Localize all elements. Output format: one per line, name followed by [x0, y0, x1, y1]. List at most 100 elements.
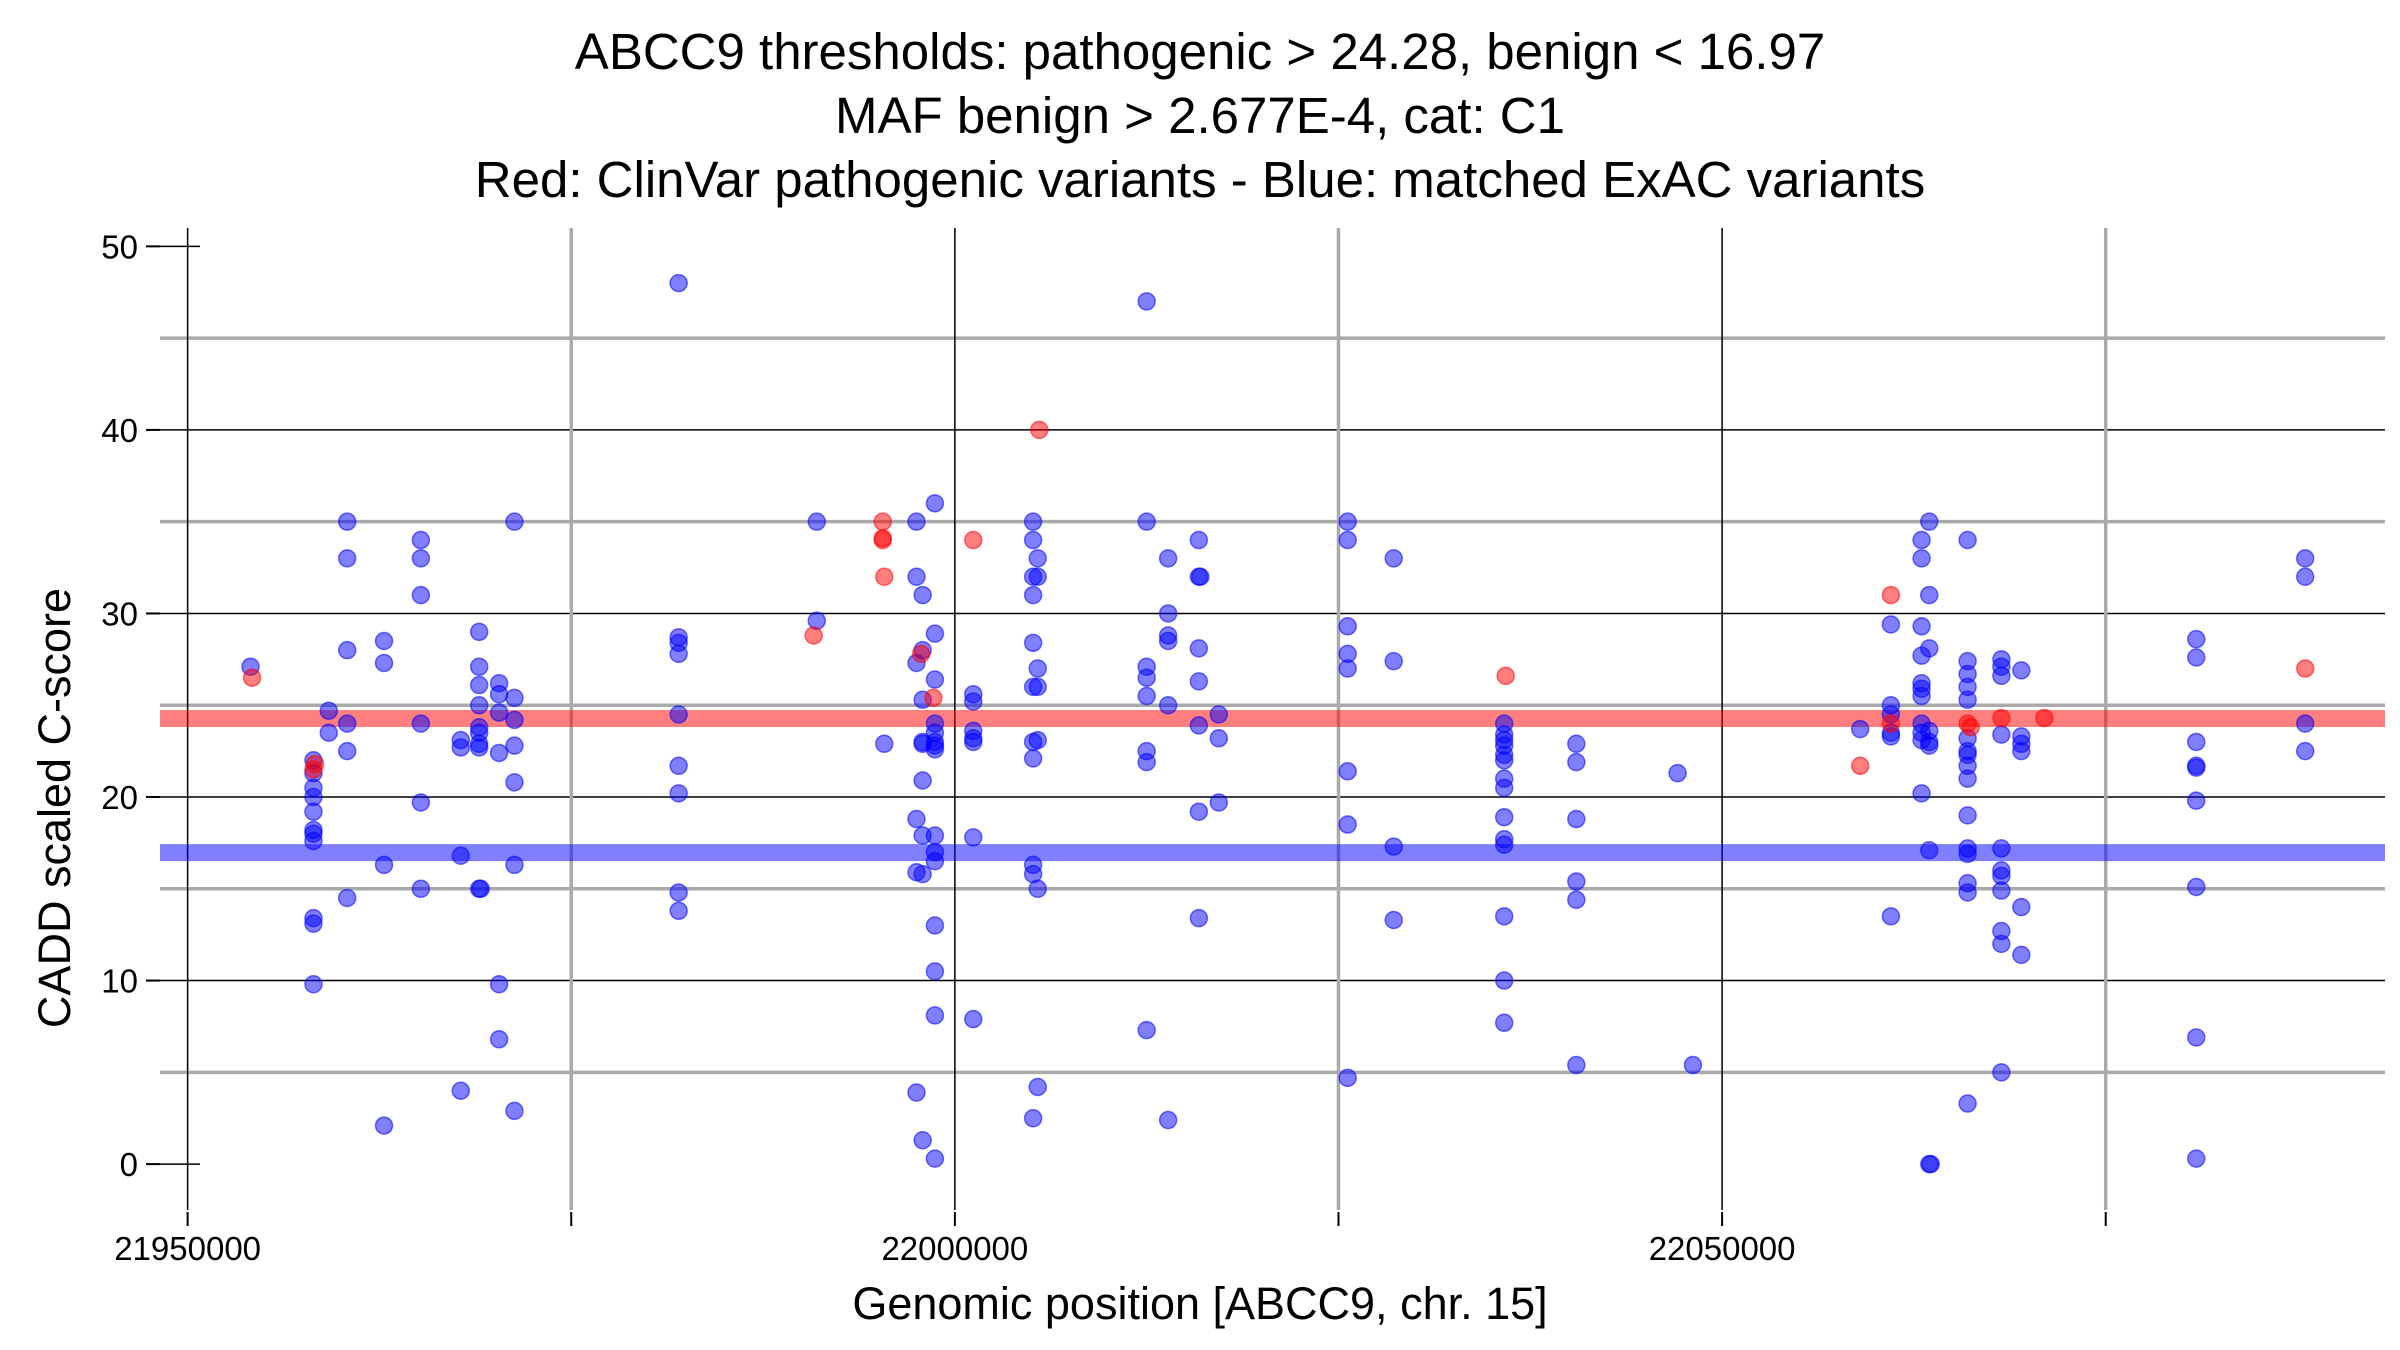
exac-point [925, 852, 945, 871]
exac-point [2187, 1149, 2206, 1168]
exac-point [1137, 512, 1156, 531]
exac-point [411, 879, 431, 899]
clinvar-point [305, 754, 325, 774]
exac-point [1209, 705, 1229, 724]
exac-point [925, 962, 945, 981]
clinvar-point [804, 626, 823, 645]
exac-point [1384, 910, 1403, 930]
exac-point [469, 675, 489, 695]
exac-point [2012, 945, 2031, 965]
exac-point [337, 741, 357, 761]
exac-point [1338, 512, 1357, 531]
exac-point [489, 743, 509, 763]
exac-point [1023, 749, 1043, 768]
exac-point [1384, 549, 1403, 568]
exac-point [964, 732, 983, 752]
exac-point [669, 273, 688, 293]
exac-point [1494, 778, 1514, 798]
exac-point [1384, 651, 1403, 671]
exac-point [1881, 907, 1901, 926]
exac-point [913, 864, 932, 884]
exac-point [1958, 530, 1977, 550]
exac-point [669, 705, 688, 724]
exac-point [337, 549, 357, 568]
x-tick-label: 22050000 [1649, 1230, 1796, 1267]
exac-point [1384, 837, 1403, 856]
exac-point [1028, 677, 1047, 697]
exac-point [469, 622, 489, 642]
exac-point [1189, 672, 1209, 691]
y-tick-label: 10 [101, 963, 138, 1000]
exac-point [1158, 695, 1178, 715]
exac-point [669, 901, 688, 921]
y-tick-label: 0 [120, 1146, 138, 1183]
exac-point [451, 846, 471, 865]
exac-point [2187, 732, 2206, 752]
exac-point [304, 914, 323, 933]
exac-point [2187, 1028, 2206, 1047]
exac-point [1158, 1110, 1178, 1130]
exac-point [337, 714, 357, 733]
exac-point [1912, 617, 1931, 636]
exac-point [1137, 668, 1156, 687]
exac-point [505, 710, 524, 730]
exac-point [1023, 512, 1043, 531]
exac-point [1338, 1068, 1357, 1088]
exac-point [925, 740, 945, 759]
exac-point [1023, 633, 1043, 653]
clinvar-point [911, 644, 931, 664]
exac-point [1567, 809, 1586, 829]
exac-point [1494, 807, 1514, 827]
exac-point [1023, 585, 1043, 605]
clinvar-point [1961, 718, 1980, 737]
exac-point [304, 802, 323, 821]
exac-point [1958, 806, 1977, 825]
exac-point [1158, 631, 1178, 651]
exac-point [2295, 567, 2315, 586]
x-tick-label: 22000000 [881, 1230, 1028, 1267]
exac-point [964, 1009, 983, 1029]
exac-point [469, 657, 489, 676]
exac-point [1958, 769, 1977, 788]
exac-point [337, 640, 357, 660]
y-tick-label: 50 [101, 228, 138, 265]
clinvar-point [924, 688, 943, 708]
exac-point [1921, 1154, 1941, 1174]
exac-point [907, 1083, 926, 1102]
exac-point [1668, 763, 1687, 783]
exac-point [411, 530, 431, 550]
exac-point [1920, 736, 1939, 755]
exac-point [337, 888, 357, 908]
exac-point [1958, 883, 1977, 902]
exac-point [1338, 659, 1357, 678]
exac-point [964, 692, 983, 711]
exac-point [374, 631, 394, 651]
exac-point [907, 809, 926, 829]
exac-point [374, 855, 394, 875]
clinvar-point [2035, 708, 2054, 728]
exac-point [1189, 530, 1209, 550]
exac-point [1338, 530, 1357, 550]
exac-point [925, 916, 945, 935]
exac-point [411, 549, 431, 568]
y-tick-label: 20 [101, 779, 138, 816]
exac-point [925, 494, 945, 513]
exac-point [1137, 752, 1156, 772]
exac-point [1920, 512, 1939, 531]
clinvar-point [873, 530, 892, 550]
exac-point [1683, 1055, 1703, 1075]
exac-point [1338, 617, 1357, 636]
exac-point [913, 771, 932, 790]
exac-point [337, 512, 357, 531]
exac-point [489, 703, 509, 722]
exac-point [913, 585, 932, 605]
exac-point [411, 585, 431, 605]
exac-point [304, 831, 323, 851]
chart-title: ABCC9 thresholds: pathogenic > 24.28, be… [574, 23, 1826, 80]
exac-point [913, 1131, 932, 1150]
exac-point [1912, 530, 1931, 550]
clinvar-point [1881, 585, 1901, 605]
exac-point [907, 567, 926, 586]
exac-point [1912, 784, 1931, 803]
